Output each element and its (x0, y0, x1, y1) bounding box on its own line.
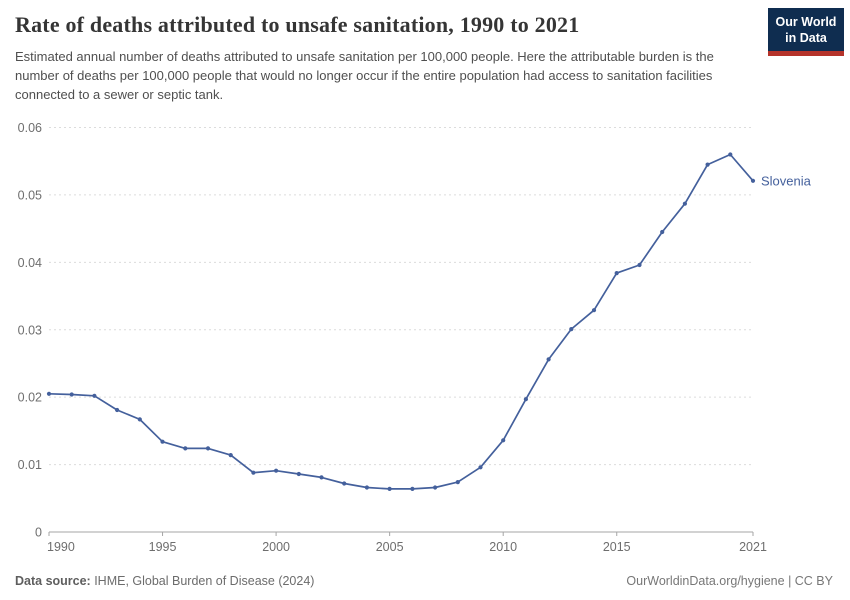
y-tick-label: 0.05 (18, 188, 42, 202)
data-point[interactable] (228, 453, 233, 458)
data-source-label: Data source: (15, 574, 91, 588)
data-point[interactable] (637, 262, 642, 268)
data-point[interactable] (523, 397, 529, 402)
data-point[interactable] (705, 162, 710, 167)
owid-logo: Our World in Data (768, 8, 844, 56)
chart-subtitle: Estimated annual number of deaths attrib… (15, 49, 714, 103)
series-label-slovenia[interactable]: Slovenia (761, 173, 812, 188)
data-point[interactable] (251, 470, 256, 475)
data-point[interactable] (69, 392, 74, 397)
credit-link[interactable]: OurWorldinData.org/hygiene | CC BY (626, 574, 833, 588)
x-tick-label: 1995 (149, 540, 177, 554)
x-tick-label: 2000 (262, 540, 290, 554)
data-point[interactable] (410, 486, 415, 491)
y-tick-label: 0.02 (18, 391, 42, 405)
data-point[interactable] (46, 391, 52, 396)
data-source-text: IHME, Global Burden of Disease (2024) (90, 574, 315, 588)
data-source: Data source: IHME, Global Burden of Dise… (15, 574, 314, 588)
data-point[interactable] (364, 485, 369, 490)
data-point[interactable] (660, 229, 665, 235)
chart-footer: Data source: IHME, Global Burden of Dise… (15, 574, 833, 588)
series-line-slovenia (48, 153, 754, 490)
x-tick-label: 2015 (603, 540, 631, 554)
data-point[interactable] (183, 446, 188, 451)
logo-line-2: in Data (785, 31, 827, 45)
data-point[interactable] (569, 327, 574, 332)
y-tick-label: 0.06 (18, 121, 42, 135)
x-tick-label: 2005 (376, 540, 404, 554)
data-point[interactable] (546, 357, 551, 362)
data-point[interactable] (728, 152, 733, 157)
data-point[interactable] (614, 271, 619, 276)
data-point[interactable] (501, 438, 506, 443)
data-point[interactable] (160, 439, 165, 444)
x-tick-label: 2021 (739, 540, 767, 554)
data-point[interactable] (591, 308, 597, 313)
data-point[interactable] (682, 201, 688, 206)
data-point[interactable] (115, 407, 120, 413)
data-point[interactable] (478, 465, 483, 470)
data-point[interactable] (387, 486, 392, 491)
y-tick-label: 0.04 (18, 256, 42, 270)
data-point[interactable] (319, 475, 324, 480)
page-title: Rate of deaths attributed to unsafe sani… (15, 12, 580, 37)
data-point[interactable] (455, 480, 460, 485)
logo-line-1: Our World (775, 15, 837, 29)
data-point[interactable] (750, 178, 756, 183)
data-point[interactable] (137, 417, 142, 422)
data-point[interactable] (92, 393, 97, 398)
y-tick-label: 0.03 (18, 323, 42, 337)
data-point[interactable] (274, 468, 279, 473)
y-tick-label: 0 (35, 526, 42, 540)
data-point[interactable] (296, 471, 301, 477)
y-tick-label: 0.01 (18, 458, 42, 472)
x-tick-label: 1990 (47, 540, 75, 554)
data-point[interactable] (433, 485, 438, 490)
data-point[interactable] (342, 481, 347, 486)
data-point[interactable] (205, 446, 211, 451)
chart-header: Rate of deaths attributed to unsafe sani… (15, 12, 765, 104)
x-tick-label: 2010 (489, 540, 517, 554)
